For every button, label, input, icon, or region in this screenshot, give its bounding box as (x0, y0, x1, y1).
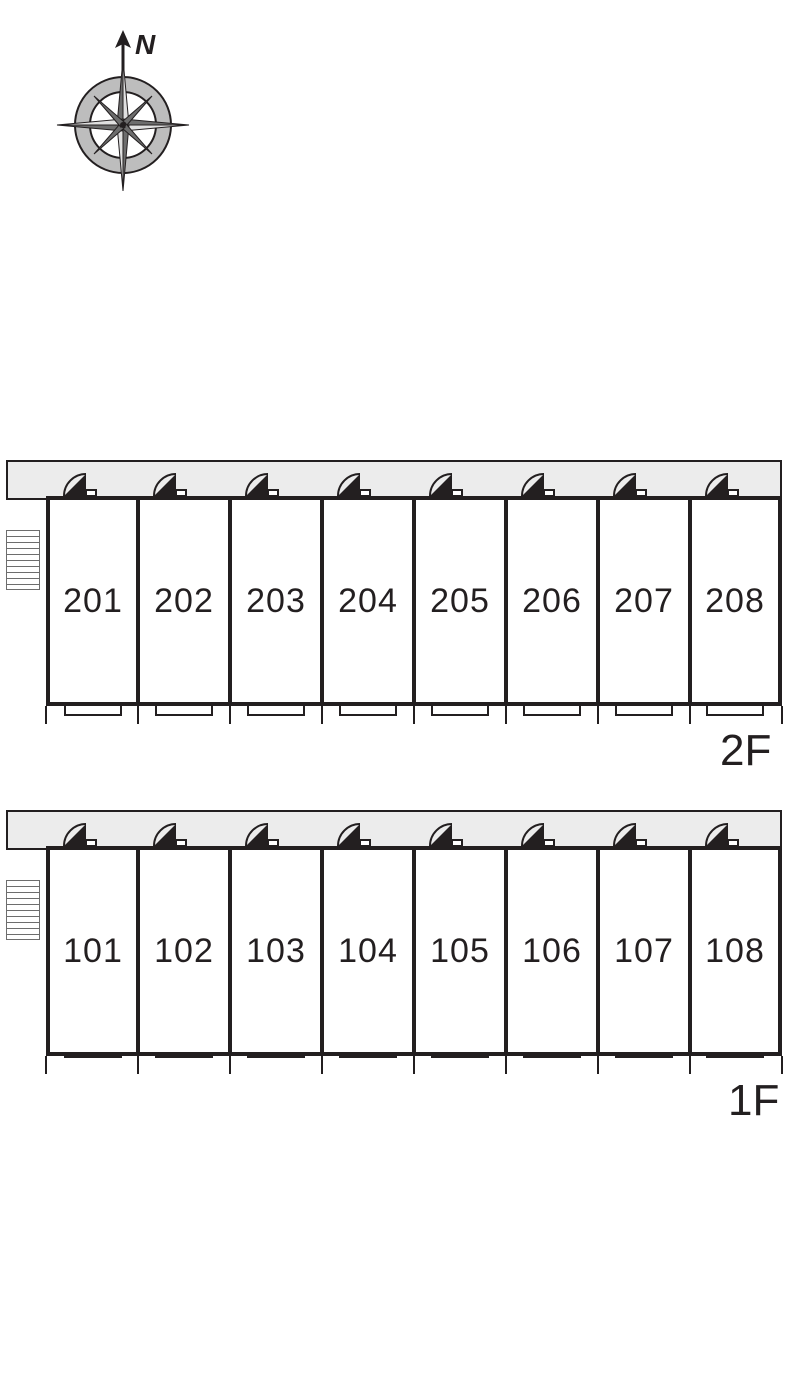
floor-label: 2F (720, 726, 771, 776)
compass-icon: N (48, 30, 198, 220)
partition-ticks (0, 1056, 800, 1074)
door-icon (612, 470, 648, 498)
door-icon (704, 470, 740, 498)
door-icon (244, 820, 280, 848)
door-icon (704, 820, 740, 848)
unit-108: 108 (690, 846, 782, 1056)
door-icon (520, 470, 556, 498)
door-icon (244, 470, 280, 498)
door-icon (428, 470, 464, 498)
unit-202: 202 (138, 496, 230, 706)
door-icon (520, 820, 556, 848)
unit-number: 202 (154, 582, 214, 621)
floor-label: 1F (728, 1076, 779, 1126)
unit-number: 201 (63, 582, 123, 621)
unit-201: 201 (46, 496, 138, 706)
units-row: 101 102 103 104 105 106 107 108 (46, 846, 782, 1056)
unit-number: 105 (430, 932, 490, 971)
unit-207: 207 (598, 496, 690, 706)
unit-number: 206 (522, 582, 582, 621)
unit-number: 101 (63, 932, 123, 971)
stairs-icon (6, 530, 40, 590)
units-row: 201 202 203 204 205 206 207 208 (46, 496, 782, 706)
stairs-icon (6, 880, 40, 940)
corridor (6, 810, 782, 850)
unit-205: 205 (414, 496, 506, 706)
door-icon (62, 470, 98, 498)
unit-203: 203 (230, 496, 322, 706)
unit-number: 208 (705, 582, 765, 621)
door-icon (336, 820, 372, 848)
door-icon (336, 470, 372, 498)
unit-105: 105 (414, 846, 506, 1056)
unit-number: 106 (522, 932, 582, 971)
unit-number: 108 (705, 932, 765, 971)
unit-208: 208 (690, 496, 782, 706)
unit-106: 106 (506, 846, 598, 1056)
unit-number: 205 (430, 582, 490, 621)
unit-104: 104 (322, 846, 414, 1056)
unit-number: 204 (338, 582, 398, 621)
unit-number: 203 (246, 582, 306, 621)
unit-number: 207 (614, 582, 674, 621)
unit-number: 104 (338, 932, 398, 971)
door-icon (152, 820, 188, 848)
door-icon (152, 470, 188, 498)
partition-ticks (0, 706, 800, 724)
unit-103: 103 (230, 846, 322, 1056)
floor-2F: 201 202 203 204 205 206 207 208 2F (0, 460, 800, 790)
unit-number: 102 (154, 932, 214, 971)
unit-206: 206 (506, 496, 598, 706)
svg-text:N: N (135, 30, 156, 60)
door-icon (612, 820, 648, 848)
corridor (6, 460, 782, 500)
door-icon (428, 820, 464, 848)
unit-101: 101 (46, 846, 138, 1056)
unit-107: 107 (598, 846, 690, 1056)
unit-102: 102 (138, 846, 230, 1056)
unit-204: 204 (322, 496, 414, 706)
unit-number: 107 (614, 932, 674, 971)
floor-plan-canvas: N 201 202 203 204 205 (0, 0, 800, 1373)
unit-number: 103 (246, 932, 306, 971)
door-icon (62, 820, 98, 848)
floor-1F: 101 102 103 104 105 106 107 108 1F (0, 810, 800, 1140)
